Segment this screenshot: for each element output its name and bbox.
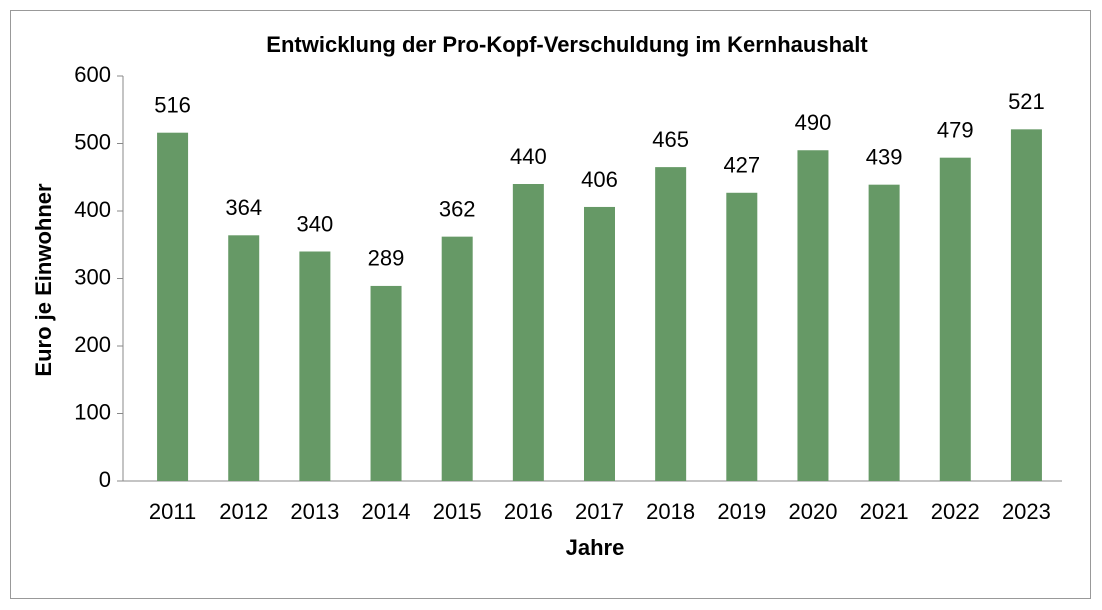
data-label: 362 — [439, 196, 476, 221]
data-label: 516 — [154, 93, 191, 118]
y-tick-label: 300 — [74, 264, 111, 289]
chart-title: Entwicklung der Pro-Kopf-Verschuldung im… — [266, 32, 868, 57]
bar — [655, 167, 687, 481]
bar — [797, 150, 829, 481]
data-label: 465 — [652, 127, 689, 152]
bar — [370, 285, 402, 481]
y-axis-label: Euro je Einwohner — [31, 183, 56, 377]
bar — [228, 235, 260, 481]
x-tick-label: 2023 — [1002, 499, 1051, 524]
bar — [726, 192, 758, 481]
data-label: 364 — [225, 195, 262, 220]
bar — [868, 184, 900, 482]
y-tick-label: 600 — [74, 62, 111, 87]
x-tick-label: 2016 — [504, 499, 553, 524]
bar — [299, 251, 331, 481]
x-tick-label: 2022 — [931, 499, 980, 524]
x-tick-label: 2018 — [646, 499, 695, 524]
bar — [512, 184, 544, 481]
data-label: 439 — [866, 144, 903, 169]
data-label: 490 — [795, 110, 832, 135]
bar — [441, 236, 473, 481]
chart-frame — [10, 10, 1091, 599]
y-tick-label: 100 — [74, 399, 111, 424]
bar — [1010, 129, 1042, 481]
bar — [157, 132, 189, 481]
x-tick-label: 2015 — [433, 499, 482, 524]
x-tick-label: 2011 — [149, 499, 196, 524]
data-label: 406 — [581, 167, 618, 192]
x-tick-label: 2014 — [362, 499, 411, 524]
data-label: 289 — [368, 246, 405, 271]
bar — [584, 206, 615, 481]
x-tick-label: 2012 — [219, 499, 268, 524]
bar — [939, 157, 971, 482]
x-tick-label: 2013 — [290, 499, 339, 524]
y-tick-label: 500 — [74, 129, 111, 154]
data-label: 427 — [723, 153, 760, 178]
y-tick-label: 400 — [74, 197, 111, 222]
data-label: 340 — [297, 211, 334, 236]
data-label: 479 — [937, 117, 974, 142]
y-tick-label: 200 — [74, 332, 111, 357]
x-tick-label: 2021 — [860, 499, 909, 524]
y-tick-label: 0 — [99, 467, 111, 492]
x-tick-label: 2017 — [575, 499, 624, 524]
data-label: 521 — [1008, 89, 1045, 114]
data-label: 440 — [510, 144, 547, 169]
x-tick-label: 2019 — [717, 499, 766, 524]
x-axis-label: Jahre — [566, 535, 625, 560]
x-tick-label: 2020 — [788, 499, 837, 524]
